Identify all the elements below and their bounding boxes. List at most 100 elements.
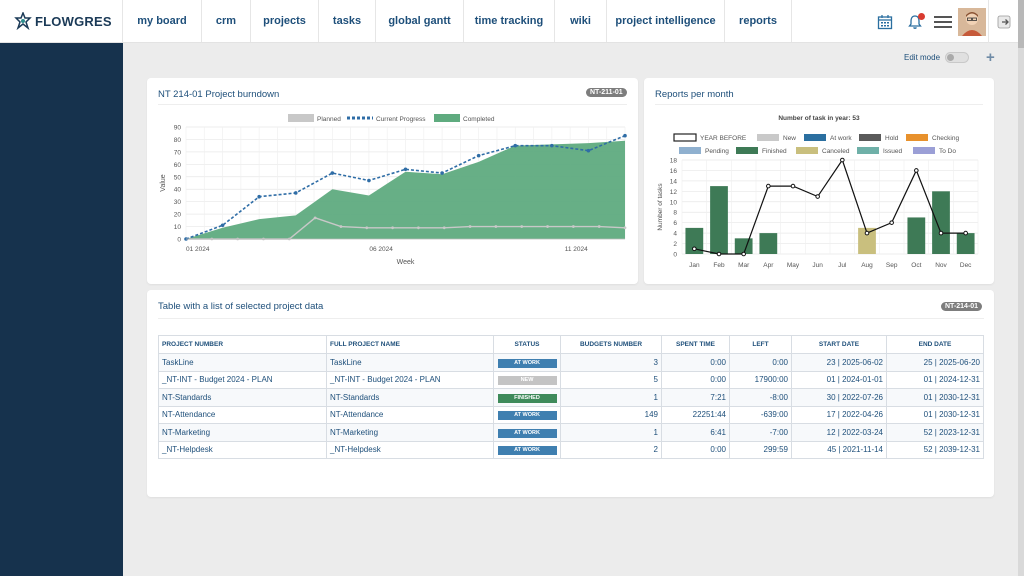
year-before-point: [840, 157, 845, 163]
column-header[interactable]: LEFT: [729, 335, 792, 354]
status-badge: NEW: [497, 376, 557, 386]
cell-name[interactable]: NT-Standards: [326, 388, 494, 407]
column-header[interactable]: SPENT TIME: [661, 335, 730, 354]
x-tick-label: Sep: [886, 262, 898, 269]
page-scrollbar[interactable]: [1018, 0, 1024, 576]
year-before-point: [716, 251, 722, 257]
y-tick-label: 50: [174, 174, 182, 181]
edit-mode-toggle[interactable]: [945, 52, 970, 63]
cell-name[interactable]: _NT-INT - Budget 2024 - PLAN: [326, 370, 494, 389]
column-header[interactable]: START DATE: [791, 335, 887, 354]
x-tick-label: Apr: [763, 262, 774, 269]
cell-number[interactable]: _NT-INT - Budget 2024 - PLAN: [158, 370, 327, 389]
cell-number[interactable]: NT-Marketing: [158, 423, 327, 442]
table-row[interactable]: NT-Standards NT-Standards FINISHED 1 7:21 -8:…: [158, 388, 984, 407]
status-cell: FINISHED: [493, 388, 561, 407]
x-tick-label: Mar: [738, 262, 750, 269]
table-row[interactable]: _NT-Helpdesk _NT-Helpdesk AT WORK 2 0:00 299:…: [158, 440, 984, 459]
y-tick-label: 40: [174, 187, 182, 194]
cell-end: 52 | 2039-12-31: [886, 440, 984, 459]
nav-wiki[interactable]: wiki: [555, 0, 607, 42]
year-before-point: [741, 251, 746, 257]
table-row[interactable]: TaskLine TaskLine AT WORK 3 0:00 0:00 23 | 202…: [158, 353, 984, 372]
y-tick-label: 10: [174, 224, 182, 231]
add-widget-button[interactable]: +: [986, 49, 995, 66]
x-tick-label: Jul: [838, 262, 847, 269]
y-tick-label: 12: [670, 189, 678, 196]
cell-start: 45 | 2021-11-14: [791, 440, 887, 459]
cell-start: 12 | 2022-03-24: [791, 423, 887, 442]
year-before-point: [889, 220, 894, 225]
cell-spent: 0:00: [661, 370, 730, 389]
nav-project-intelligence[interactable]: project intelligence: [607, 0, 725, 42]
cell-end: 01 | 2024-12-31: [886, 370, 984, 389]
burndown-chart: Planned Current Progress Completed 0 10 20 30 4…: [160, 114, 627, 266]
nav-tasks[interactable]: tasks: [319, 0, 376, 42]
x-tick-label: Feb: [713, 262, 725, 269]
column-header[interactable]: FULL PROJECT NAME: [326, 335, 494, 354]
legend-swatch: [736, 147, 758, 154]
cell-number[interactable]: _NT-Helpdesk: [158, 440, 327, 459]
column-header[interactable]: BUDGETS NUMBER: [560, 335, 662, 354]
y-tick-label: 20: [174, 212, 182, 219]
cell-end: 52 | 2023-12-31: [886, 423, 984, 442]
cell-name[interactable]: NT-Marketing: [326, 423, 494, 442]
nav-time-tracking[interactable]: time tracking: [464, 0, 555, 42]
cell-budgets: 2: [560, 440, 662, 459]
cell-number[interactable]: NT-Attendance: [158, 405, 327, 424]
cell-end: 25 | 2025-06-20: [886, 353, 984, 372]
sidebar: [0, 43, 123, 576]
edit-mode-control: Edit mode: [904, 52, 970, 63]
nav-projects[interactable]: projects: [251, 0, 319, 42]
burndown-card: NT 214-01 Project burndown NT-211-01 Pla…: [147, 78, 638, 284]
y-tick-label: 70: [174, 149, 182, 156]
table-row[interactable]: NT-Attendance NT-Attendance AT WORK 149 2225…: [158, 405, 984, 424]
column-header[interactable]: END DATE: [886, 335, 984, 354]
nav-my-board[interactable]: my board: [123, 0, 202, 42]
project-data-table: PROJECT NUMBER FULL PROJECT NAME STATUS BUD…: [158, 335, 984, 459]
progress-point: [330, 171, 335, 175]
cell-name[interactable]: NT-Attendance: [326, 405, 494, 424]
table-row[interactable]: _NT-INT - Budget 2024 - PLAN _NT-INT - Bu…: [158, 370, 984, 389]
logout-icon[interactable]: [988, 0, 1018, 43]
legend-label: New: [783, 135, 796, 142]
bell-icon[interactable]: [900, 0, 930, 43]
x-tick-label: Nov: [935, 262, 947, 269]
cell-number[interactable]: TaskLine: [158, 353, 327, 372]
column-header[interactable]: STATUS: [493, 335, 561, 354]
status-badge: AT WORK: [497, 411, 557, 421]
legend-label: Checking: [932, 135, 959, 142]
app-logo[interactable]: FLOWGRES: [0, 0, 123, 42]
cell-number[interactable]: NT-Standards: [158, 388, 327, 407]
table-row[interactable]: NT-Marketing NT-Marketing AT WORK 1 6:41 -7:0…: [158, 423, 984, 442]
legend-label: Canceled: [822, 148, 850, 155]
header-actions: [870, 0, 1018, 43]
cell-budgets: 1: [560, 423, 662, 442]
legend-swatch: [796, 147, 818, 154]
y-tick-label: 4: [673, 231, 677, 238]
y-tick-label: 80: [174, 137, 182, 144]
nav-global-gantt[interactable]: global gantt: [376, 0, 464, 42]
status-badge: AT WORK: [497, 358, 557, 368]
nav-crm[interactable]: crm: [202, 0, 251, 42]
flowgres-logo-icon: [14, 12, 32, 30]
nav-reports[interactable]: reports: [725, 0, 792, 42]
calendar-icon[interactable]: [870, 0, 900, 43]
cell-budgets: 149: [560, 405, 662, 424]
user-avatar[interactable]: [956, 0, 988, 43]
cell-spent: 0:00: [661, 353, 730, 372]
cell-name[interactable]: TaskLine: [326, 353, 494, 372]
scrollbar-thumb[interactable]: [1018, 0, 1024, 48]
status-badge: AT WORK: [497, 446, 557, 456]
x-tick-label: 01 2024: [186, 246, 210, 253]
column-header[interactable]: PROJECT NUMBER: [158, 335, 327, 354]
cell-left: -639:00: [729, 405, 792, 424]
cell-name[interactable]: _NT-Helpdesk: [326, 440, 494, 459]
hamburger-menu-icon[interactable]: [930, 0, 956, 43]
progress-point: [513, 143, 518, 148]
x-tick-label: Aug: [861, 262, 873, 269]
bar-aug: [858, 227, 876, 254]
y-tick-label: 60: [174, 162, 182, 169]
edit-mode-label: Edit mode: [904, 53, 941, 62]
year-before-point: [790, 183, 796, 189]
